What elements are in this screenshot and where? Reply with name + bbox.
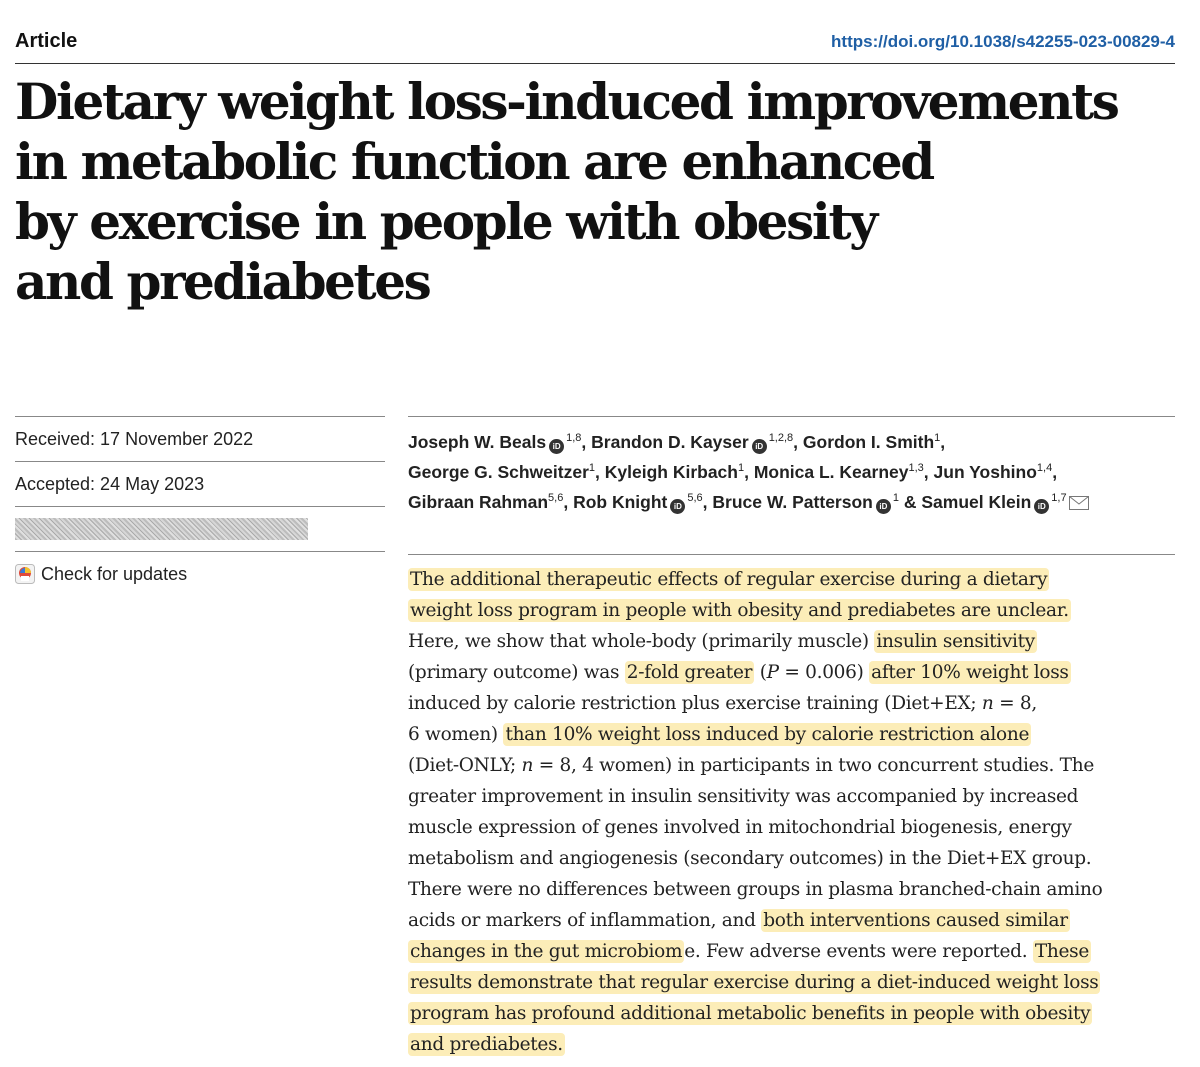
highlighted-text: 2-fold greater <box>624 661 755 684</box>
abstract-line: muscle expression of genes involved in m… <box>408 817 1072 838</box>
affiliation-sup: 1,2,8 <box>768 432 794 444</box>
author-name[interactable]: Joseph W. Beals <box>408 432 547 452</box>
highlighted-text: after 10% weight loss <box>869 661 1071 684</box>
affiliation-sup: 1,4 <box>1036 462 1053 474</box>
crossmark-icon <box>15 564 35 584</box>
authors-and-abstract: Joseph W. Beals iD1,8, Brandon D. Kayser i… <box>408 416 1175 1056</box>
n-symbol: n <box>521 755 534 776</box>
affiliation-sup: 1 <box>588 462 596 474</box>
affiliation-sup: 1 <box>737 462 745 474</box>
title-line: Dietary weight loss-induced improvements <box>15 72 1120 131</box>
author-name[interactable]: Brandon D. Kayser <box>591 432 749 452</box>
check-for-updates-label: Check for updates <box>41 563 188 584</box>
divider <box>15 506 385 507</box>
abstract-line: changes in the gut microbiom e. Few adver… <box>408 936 1175 967</box>
received-date: Received: 17 November 2022 <box>15 429 254 449</box>
abstract-line: greater improvement in insulin sensitivi… <box>408 786 1079 807</box>
divider <box>15 416 385 417</box>
divider <box>15 461 385 462</box>
affiliation-sup: 5,6 <box>687 492 703 504</box>
highlighted-text: than 10% weight loss induced by calorie … <box>503 723 1032 746</box>
title-line: and prediabetes <box>15 252 432 311</box>
author-name[interactable]: Jun Yoshino <box>933 462 1037 482</box>
highlighted-text: both interventions caused similar <box>761 909 1070 932</box>
abstract-text: = 0.006) <box>778 662 870 683</box>
abstract-text: ( <box>754 662 767 683</box>
abstract-line: program has profound additional metaboli… <box>408 998 1175 1029</box>
abstract-line: weight loss program in people with obesi… <box>408 595 1175 626</box>
abstract: The additional therapeutic effects of re… <box>408 564 1175 1060</box>
author-name[interactable]: Gordon I. Smith <box>802 432 935 452</box>
abstract-text: (primary outcome) was <box>408 662 625 683</box>
author-name[interactable]: Rob Knight <box>573 492 668 512</box>
author-name[interactable]: Samuel Klein <box>921 492 1032 512</box>
abstract-line: The additional therapeutic effects of re… <box>408 564 1175 595</box>
highlighted-text: changes in the gut microbiom <box>408 940 685 963</box>
check-for-updates-button[interactable]: Check for updates <box>15 552 385 596</box>
affiliation-sup: 1 <box>892 492 899 504</box>
title-line: in metabolic function are enhanced <box>15 132 935 191</box>
abstract-line: (primary outcome) was 2-fold greater (P … <box>408 657 1175 688</box>
abstract-line: Here, we show that whole-body (primarily… <box>408 626 1175 657</box>
abstract-line: metabolism and angiogenesis (secondary o… <box>408 848 1092 869</box>
n-symbol: n <box>981 693 994 714</box>
highlighted-text: and prediabetes. <box>408 1033 565 1056</box>
abstract-line: results demonstrate that regular exercis… <box>408 967 1175 998</box>
affiliation-sup: 1 <box>934 432 941 444</box>
abstract-text: 6 women) <box>408 724 504 745</box>
highlighted-text: These <box>1032 940 1092 963</box>
doi-link[interactable]: https://doi.org/10.1038/s42255-023-00829… <box>831 32 1175 51</box>
author-name[interactable]: Monica L. Kearney <box>753 462 909 482</box>
header-divider <box>15 63 1175 64</box>
author-line: Gibraan Rahman5,6, Rob Knight iD5,6, Bruc… <box>408 487 1175 519</box>
orcid-icon[interactable]: iD <box>1034 499 1050 514</box>
divider <box>15 551 385 552</box>
author-line: Joseph W. Beals iD1,8, Brandon D. Kayser i… <box>408 432 946 454</box>
title-line: by exercise in people with obesity <box>15 192 878 251</box>
orcid-icon[interactable]: iD <box>549 439 565 454</box>
abstract-line: 6 women) than 10% weight loss induced by… <box>408 719 1175 750</box>
highlighted-text: program has profound additional metaboli… <box>408 1002 1093 1025</box>
abstract-line: There were no differences between groups… <box>408 879 1103 900</box>
highlighted-text: results demonstrate that regular exercis… <box>408 971 1101 994</box>
abstract-text: acids or markers of inflammation, and <box>408 910 762 931</box>
author-name[interactable]: Bruce W. Patterson <box>712 492 873 512</box>
affiliation-sup: 1,7 <box>1051 492 1067 504</box>
article-header: Article https://doi.org/10.1038/s42255-0… <box>15 30 1175 70</box>
abstract-line: induced by calorie restriction plus exer… <box>408 688 1175 719</box>
affiliation-sup: 1,3 <box>908 462 924 474</box>
article-type-label: Article <box>15 30 78 52</box>
author-list: Joseph W. Beals iD1,8, Brandon D. Kayser i… <box>408 417 1175 519</box>
abstract-line: acids or markers of inflammation, and bo… <box>408 905 1175 936</box>
abstract-line: (Diet-ONLY; n = 8, 4 women) in participa… <box>408 750 1175 781</box>
highlighted-text: insulin sensitivity <box>874 630 1037 653</box>
abstract-text: induced by calorie restriction plus exer… <box>408 693 982 714</box>
abstract-line: and prediabetes. <box>408 1029 1175 1060</box>
article-title: Dietary weight loss-induced improvements… <box>15 72 1175 312</box>
accepted-date: Accepted: 24 May 2023 <box>15 474 205 494</box>
orcid-icon[interactable]: iD <box>875 499 891 514</box>
affiliation-sup: 1,8 <box>566 432 582 444</box>
affiliation-sup: 5,6 <box>548 492 564 504</box>
divider <box>408 554 1175 555</box>
author-name[interactable]: Kyleigh Kirbach <box>604 462 738 482</box>
abstract-text: (Diet-ONLY; <box>408 755 522 776</box>
abstract-text: Here, we show that whole-body (primarily… <box>408 631 875 652</box>
article-dates-panel: Received: 17 November 2022 Accepted: 24 … <box>15 416 385 596</box>
author-line: George G. Schweitzer1, Kyleigh Kirbach1,… <box>408 462 1058 482</box>
redacted-field <box>15 507 385 551</box>
abstract-text: = 8, <box>993 693 1037 714</box>
author-name[interactable]: Gibraan Rahman <box>408 492 549 512</box>
redacted-noise-block <box>15 518 308 540</box>
abstract-text: = 8, 4 women) in participants in two con… <box>533 755 1095 776</box>
highlighted-text: weight loss program in people with obesi… <box>408 599 1071 622</box>
highlighted-text: The additional therapeutic effects of re… <box>408 568 1050 591</box>
mail-icon[interactable] <box>1068 489 1089 519</box>
p-value-symbol: P <box>766 662 779 683</box>
divider <box>408 416 1175 417</box>
abstract-text: e. Few adverse events were reported. <box>684 941 1033 962</box>
orcid-icon[interactable]: iD <box>670 499 686 514</box>
author-name[interactable]: George G. Schweitzer <box>408 462 589 482</box>
orcid-icon[interactable]: iD <box>751 439 767 454</box>
